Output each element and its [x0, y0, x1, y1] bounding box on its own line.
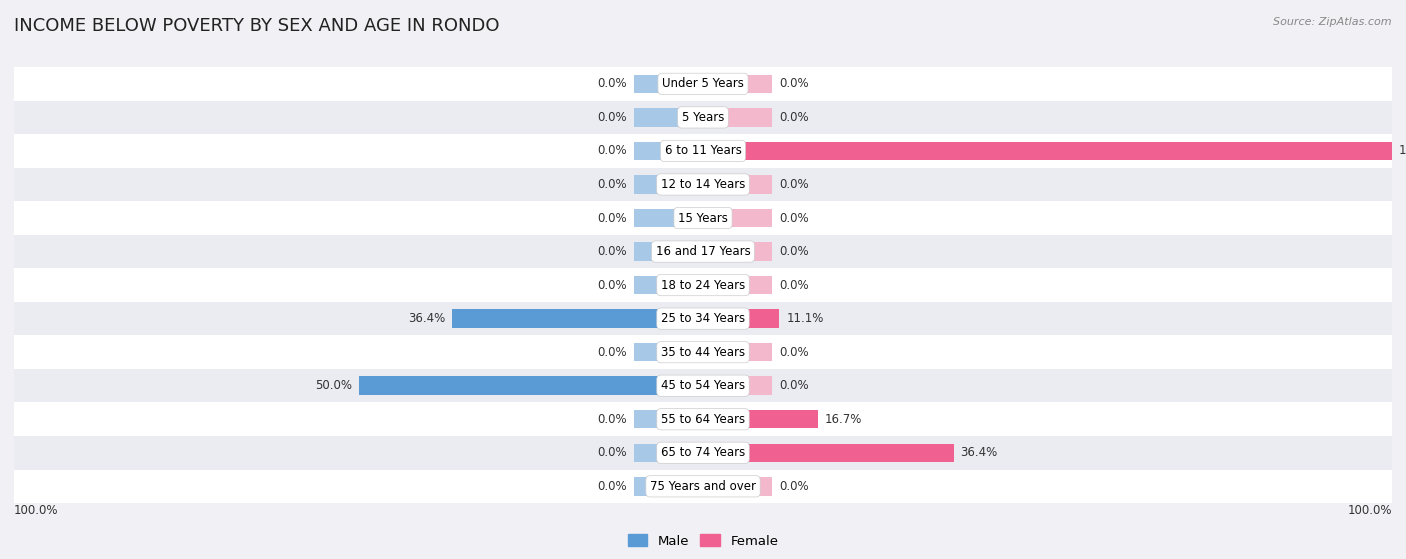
Text: 0.0%: 0.0%	[598, 211, 627, 225]
FancyBboxPatch shape	[14, 201, 1392, 235]
Text: INCOME BELOW POVERTY BY SEX AND AGE IN RONDO: INCOME BELOW POVERTY BY SEX AND AGE IN R…	[14, 17, 499, 35]
Text: 0.0%: 0.0%	[598, 345, 627, 359]
Text: 55 to 64 Years: 55 to 64 Years	[661, 413, 745, 426]
Text: 0.0%: 0.0%	[779, 480, 808, 493]
Text: 16 and 17 Years: 16 and 17 Years	[655, 245, 751, 258]
Text: 50.0%: 50.0%	[315, 379, 352, 392]
Text: 75 Years and over: 75 Years and over	[650, 480, 756, 493]
Bar	[634, 108, 703, 126]
Text: 100.0%: 100.0%	[1347, 504, 1392, 517]
FancyBboxPatch shape	[14, 302, 1392, 335]
FancyBboxPatch shape	[14, 134, 1392, 168]
Text: 45 to 54 Years: 45 to 54 Years	[661, 379, 745, 392]
Bar	[703, 343, 772, 361]
Text: 0.0%: 0.0%	[598, 480, 627, 493]
Text: 0.0%: 0.0%	[598, 245, 627, 258]
Bar	[634, 343, 703, 361]
Text: 0.0%: 0.0%	[598, 111, 627, 124]
Text: 12 to 14 Years: 12 to 14 Years	[661, 178, 745, 191]
Text: Source: ZipAtlas.com: Source: ZipAtlas.com	[1274, 17, 1392, 27]
Text: 0.0%: 0.0%	[779, 379, 808, 392]
Bar	[703, 310, 779, 328]
Bar	[634, 175, 703, 193]
FancyBboxPatch shape	[14, 268, 1392, 302]
Text: 0.0%: 0.0%	[598, 413, 627, 426]
Bar	[703, 276, 772, 294]
Text: 0.0%: 0.0%	[598, 178, 627, 191]
Text: 36.4%: 36.4%	[960, 446, 998, 459]
Text: 6 to 11 Years: 6 to 11 Years	[665, 144, 741, 158]
FancyBboxPatch shape	[14, 369, 1392, 402]
Bar	[634, 410, 703, 428]
Bar	[703, 444, 953, 462]
Bar	[703, 377, 772, 395]
Text: 0.0%: 0.0%	[598, 446, 627, 459]
Text: 100.0%: 100.0%	[14, 504, 59, 517]
FancyBboxPatch shape	[14, 402, 1392, 436]
Text: Under 5 Years: Under 5 Years	[662, 77, 744, 91]
Text: 0.0%: 0.0%	[779, 345, 808, 359]
Text: 0.0%: 0.0%	[779, 278, 808, 292]
Bar	[634, 209, 703, 227]
FancyBboxPatch shape	[14, 235, 1392, 268]
Text: 25 to 34 Years: 25 to 34 Years	[661, 312, 745, 325]
FancyBboxPatch shape	[14, 470, 1392, 503]
Bar	[703, 209, 772, 227]
FancyBboxPatch shape	[14, 335, 1392, 369]
Text: 100.0%: 100.0%	[1399, 144, 1406, 158]
Text: 0.0%: 0.0%	[779, 178, 808, 191]
Bar	[634, 444, 703, 462]
Bar	[703, 74, 772, 93]
Bar	[453, 310, 703, 328]
Text: 35 to 44 Years: 35 to 44 Years	[661, 345, 745, 359]
Text: 36.4%: 36.4%	[408, 312, 446, 325]
Text: 11.1%: 11.1%	[786, 312, 824, 325]
Bar	[634, 74, 703, 93]
Bar	[634, 276, 703, 294]
Bar	[703, 108, 772, 126]
Text: 16.7%: 16.7%	[825, 413, 862, 426]
Legend: Male, Female: Male, Female	[623, 529, 783, 553]
Text: 0.0%: 0.0%	[598, 77, 627, 91]
Bar	[634, 477, 703, 496]
Text: 18 to 24 Years: 18 to 24 Years	[661, 278, 745, 292]
FancyBboxPatch shape	[14, 168, 1392, 201]
Text: 0.0%: 0.0%	[779, 211, 808, 225]
Bar	[703, 410, 818, 428]
Bar	[359, 377, 703, 395]
Bar	[703, 142, 1392, 160]
Text: 0.0%: 0.0%	[779, 77, 808, 91]
Bar	[703, 175, 772, 193]
Text: 0.0%: 0.0%	[779, 111, 808, 124]
Bar	[703, 477, 772, 496]
Text: 0.0%: 0.0%	[598, 144, 627, 158]
FancyBboxPatch shape	[14, 436, 1392, 470]
Bar	[634, 243, 703, 260]
Text: 15 Years: 15 Years	[678, 211, 728, 225]
Text: 0.0%: 0.0%	[779, 245, 808, 258]
Text: 5 Years: 5 Years	[682, 111, 724, 124]
Bar	[703, 243, 772, 260]
Text: 0.0%: 0.0%	[598, 278, 627, 292]
Text: 65 to 74 Years: 65 to 74 Years	[661, 446, 745, 459]
FancyBboxPatch shape	[14, 67, 1392, 101]
Bar	[634, 142, 703, 160]
FancyBboxPatch shape	[14, 101, 1392, 134]
